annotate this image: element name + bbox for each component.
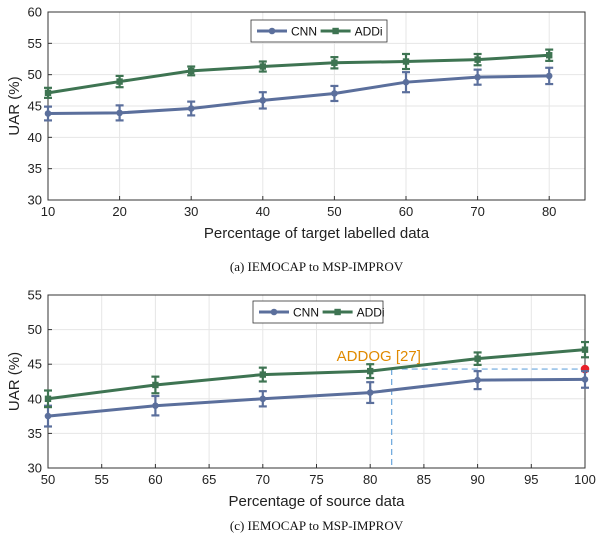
y-tick-label: 30 <box>28 193 42 208</box>
legend: CNN ADDi <box>250 19 388 43</box>
y-tick-label: 35 <box>28 426 42 441</box>
data-point <box>44 110 52 117</box>
legend-marker <box>334 308 341 316</box>
series-line <box>47 53 550 95</box>
x-tick-label: 50 <box>327 204 341 219</box>
data-point <box>545 72 553 80</box>
data-point <box>259 395 267 403</box>
x-tick-label: 95 <box>524 472 538 487</box>
y-tick-label: 40 <box>28 130 42 145</box>
y-tick-label: 45 <box>28 99 42 114</box>
y-axis-label: UAR (%) <box>6 76 23 135</box>
annotation: ADDOG [27] <box>337 348 590 468</box>
x-axis-label: Percentage of target labelled data <box>204 225 430 242</box>
data-point <box>474 355 481 362</box>
data-point <box>474 56 481 63</box>
x-tick-label: 55 <box>94 472 108 487</box>
series-line <box>47 74 550 116</box>
series-cnn <box>44 370 589 428</box>
data-point <box>259 371 266 378</box>
figure-caption: (a) IEMOCAP to MSP-IMPROV <box>230 259 404 274</box>
data-point <box>152 402 159 410</box>
data-point <box>259 63 266 70</box>
legend: CNN ADDi <box>252 300 385 324</box>
chart-0: 10 20 30 40 50 60 70 80 30 35 40 45 50 55 60 Percentage… <box>6 5 586 274</box>
legend-label: ADDi <box>357 305 385 319</box>
y-tick-label: 50 <box>28 322 42 337</box>
data-point <box>581 376 589 383</box>
y-axis-label: UAR (%) <box>6 352 23 411</box>
data-point <box>331 90 338 97</box>
annotation-label: ADDOG [27] <box>337 348 421 365</box>
data-point <box>474 376 481 384</box>
x-tick-label: 70 <box>256 472 270 487</box>
x-tick-label: 60 <box>148 472 162 487</box>
data-point <box>116 109 123 117</box>
series-addi <box>44 48 554 99</box>
data-point <box>44 395 52 402</box>
legend-label: ADDi <box>355 24 383 38</box>
x-tick-label: 40 <box>256 204 270 219</box>
data-point <box>152 381 159 389</box>
legend-box <box>250 19 388 43</box>
legend-label: CNN <box>293 305 319 319</box>
x-tick-label: 85 <box>417 472 431 487</box>
x-tick-label: 80 <box>542 204 556 219</box>
data-point <box>44 89 52 97</box>
data-point <box>259 97 267 104</box>
x-tick-label: 20 <box>112 204 126 219</box>
grid <box>47 11 585 201</box>
data-point <box>402 58 410 65</box>
x-tick-label: 65 <box>202 472 216 487</box>
figure-caption: (c) IEMOCAP to MSP-IMPROV <box>230 518 404 533</box>
x-tick-label: 75 <box>309 472 323 487</box>
series-cnn <box>44 66 554 122</box>
series-addi <box>44 340 589 409</box>
series-line <box>47 377 586 418</box>
y-tick-label: 40 <box>28 391 42 406</box>
x-tick-label: 100 <box>574 472 596 487</box>
y-tick-label: 55 <box>28 36 42 51</box>
data-point <box>188 67 195 75</box>
data-point <box>116 78 123 85</box>
data-point <box>44 412 52 420</box>
y-tick-label: 30 <box>28 461 42 476</box>
data-point <box>546 52 553 59</box>
x-tick-label: 60 <box>399 204 413 219</box>
data-point <box>402 78 410 86</box>
y-tick-label: 35 <box>28 161 42 176</box>
legend-label: CNN <box>291 24 317 38</box>
series-line <box>47 348 586 401</box>
x-tick-label: 80 <box>363 472 377 487</box>
y-tick-label: 50 <box>28 67 42 82</box>
data-point <box>187 105 195 112</box>
legend-box <box>252 300 384 324</box>
y-tick-label: 55 <box>28 288 42 303</box>
x-tick-label: 90 <box>470 472 484 487</box>
x-axis-label: Percentage of source data <box>229 493 406 510</box>
ticks: 10 20 30 40 50 60 70 80 30 35 40 45 50 55 60 <box>28 5 557 220</box>
ticks: 50 55 60 65 70 75 80 85 90 95 100 30 35 40 45 50 55 <box>28 288 596 488</box>
data-point <box>367 367 374 375</box>
x-tick-label: 30 <box>184 204 198 219</box>
data-point <box>474 73 481 81</box>
x-tick-label: 10 <box>41 204 55 219</box>
legend-marker <box>268 27 276 35</box>
data-point <box>366 389 374 396</box>
x-tick-label: 70 <box>470 204 484 219</box>
y-tick-label: 45 <box>28 357 42 372</box>
data-point <box>581 346 589 353</box>
chart-1: 50 55 60 65 70 75 80 85 90 95 100 30 35 40 45 50 55 Perce… <box>6 288 596 534</box>
y-tick-label: 60 <box>28 5 42 20</box>
legend-marker <box>332 27 339 35</box>
data-point <box>331 59 338 66</box>
x-tick-label: 50 <box>41 472 55 487</box>
legend-marker <box>270 308 278 316</box>
